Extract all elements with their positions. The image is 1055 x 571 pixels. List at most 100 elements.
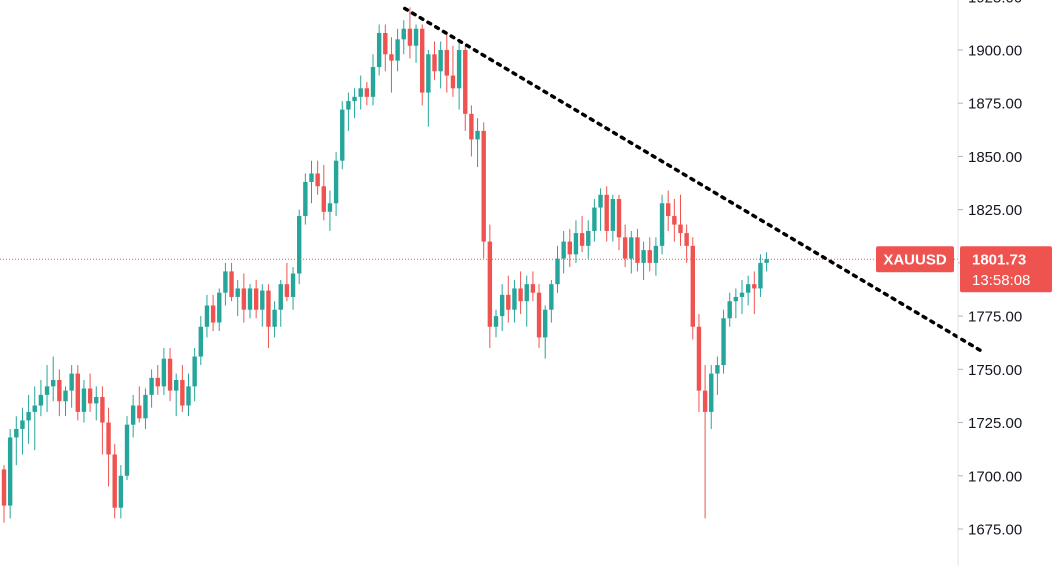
candle-body[interactable] bbox=[81, 388, 87, 412]
candle-body[interactable] bbox=[420, 28, 425, 93]
candle-body[interactable] bbox=[340, 109, 345, 161]
candle-body[interactable] bbox=[14, 428, 19, 438]
candle-body[interactable] bbox=[481, 130, 486, 242]
candle-body[interactable] bbox=[733, 296, 739, 302]
candle-body[interactable] bbox=[321, 186, 326, 212]
candle-body[interactable] bbox=[604, 194, 609, 231]
candle-body[interactable] bbox=[727, 301, 732, 319]
candle-body[interactable] bbox=[143, 394, 148, 419]
candle-body[interactable] bbox=[309, 173, 314, 182]
candle-body[interactable] bbox=[118, 475, 124, 508]
candle-body[interactable] bbox=[278, 284, 283, 310]
candle-body[interactable] bbox=[493, 316, 499, 327]
candle-body[interactable] bbox=[44, 386, 50, 395]
candle-body[interactable] bbox=[395, 39, 400, 61]
candle-body[interactable] bbox=[26, 411, 31, 421]
candle-body[interactable] bbox=[1, 469, 7, 506]
candle-body[interactable] bbox=[475, 130, 480, 140]
candle-body[interactable] bbox=[192, 356, 197, 387]
candle-body[interactable] bbox=[352, 96, 357, 102]
candle-body[interactable] bbox=[592, 207, 597, 231]
candle-body[interactable] bbox=[376, 32, 382, 68]
candle-body[interactable] bbox=[327, 203, 333, 212]
candle-body[interactable] bbox=[524, 284, 529, 302]
candle-body[interactable] bbox=[167, 358, 173, 391]
candle-body[interactable] bbox=[247, 288, 253, 310]
candle-body[interactable] bbox=[7, 437, 13, 506]
candle-body[interactable] bbox=[684, 233, 689, 246]
candle-body[interactable] bbox=[223, 271, 228, 293]
candle-body[interactable] bbox=[155, 377, 160, 387]
candle-body[interactable] bbox=[702, 390, 708, 412]
candle-body[interactable] bbox=[20, 420, 25, 429]
candle-body[interactable] bbox=[764, 259, 769, 263]
candle-body[interactable] bbox=[333, 160, 339, 204]
candle-body[interactable] bbox=[297, 216, 302, 274]
candle-body[interactable] bbox=[315, 173, 320, 187]
candle-body[interactable] bbox=[180, 379, 185, 406]
candle-body[interactable] bbox=[210, 305, 216, 323]
candle-body[interactable] bbox=[241, 288, 247, 310]
candle-body[interactable] bbox=[635, 237, 640, 263]
candle-body[interactable] bbox=[690, 245, 695, 327]
candle-body[interactable] bbox=[426, 54, 431, 93]
candle-body[interactable] bbox=[94, 397, 99, 404]
candle-body[interactable] bbox=[253, 288, 259, 310]
candle-body[interactable] bbox=[752, 284, 757, 289]
candle-body[interactable] bbox=[573, 233, 579, 255]
candle-body[interactable] bbox=[536, 292, 542, 338]
candle-body[interactable] bbox=[161, 358, 167, 387]
candle-body[interactable] bbox=[450, 75, 456, 89]
candle-body[interactable] bbox=[641, 250, 646, 263]
candle-body[interactable] bbox=[610, 199, 616, 231]
candle-body[interactable] bbox=[272, 309, 277, 327]
candle-body[interactable] bbox=[346, 101, 351, 110]
candle-body[interactable] bbox=[506, 294, 511, 310]
candle-body[interactable] bbox=[598, 194, 603, 208]
candle-body[interactable] bbox=[696, 326, 702, 391]
candle-body[interactable] bbox=[530, 284, 536, 293]
candle-body[interactable] bbox=[100, 397, 105, 423]
candle-body[interactable] bbox=[217, 292, 222, 323]
candle-body[interactable] bbox=[137, 405, 142, 419]
candle-body[interactable] bbox=[659, 203, 665, 246]
candle-body[interactable] bbox=[370, 67, 376, 97]
candle-body[interactable] bbox=[499, 294, 505, 317]
candle-body[interactable] bbox=[653, 245, 659, 263]
candle-body[interactable] bbox=[678, 224, 683, 234]
candle-body[interactable] bbox=[512, 288, 517, 310]
candle-body[interactable] bbox=[407, 28, 413, 46]
candle-body[interactable] bbox=[112, 454, 117, 508]
candle-body[interactable] bbox=[186, 386, 191, 406]
candle-body[interactable] bbox=[284, 284, 290, 297]
candle-body[interactable] bbox=[38, 394, 44, 406]
candle-body[interactable] bbox=[518, 288, 523, 302]
candle-body[interactable] bbox=[401, 28, 406, 40]
candle-body[interactable] bbox=[51, 379, 56, 387]
candle-body[interactable] bbox=[75, 373, 80, 412]
trendline[interactable] bbox=[403, 6, 986, 355]
candle-body[interactable] bbox=[260, 290, 265, 310]
candle-body[interactable] bbox=[745, 284, 751, 293]
candle-body[interactable] bbox=[229, 271, 234, 297]
candle-body[interactable] bbox=[32, 405, 37, 412]
candle-body[interactable] bbox=[463, 50, 468, 114]
candle-body[interactable] bbox=[567, 241, 572, 255]
candle-body[interactable] bbox=[647, 250, 652, 263]
candle-body[interactable] bbox=[456, 50, 462, 89]
candle-body[interactable] bbox=[629, 237, 634, 259]
candle-body[interactable] bbox=[469, 113, 474, 140]
candle-body[interactable] bbox=[174, 379, 179, 391]
candle-body[interactable] bbox=[149, 377, 154, 395]
candle-body[interactable] bbox=[709, 373, 714, 412]
candle-body[interactable] bbox=[444, 50, 449, 76]
candle-body[interactable] bbox=[432, 54, 437, 72]
candle-body[interactable] bbox=[69, 373, 74, 391]
candle-body[interactable] bbox=[487, 241, 493, 327]
candle-body[interactable] bbox=[622, 237, 628, 259]
candle-body[interactable] bbox=[124, 424, 130, 476]
candle-body[interactable] bbox=[130, 405, 136, 425]
candle-body[interactable] bbox=[63, 390, 68, 402]
candle-body[interactable] bbox=[413, 28, 419, 46]
